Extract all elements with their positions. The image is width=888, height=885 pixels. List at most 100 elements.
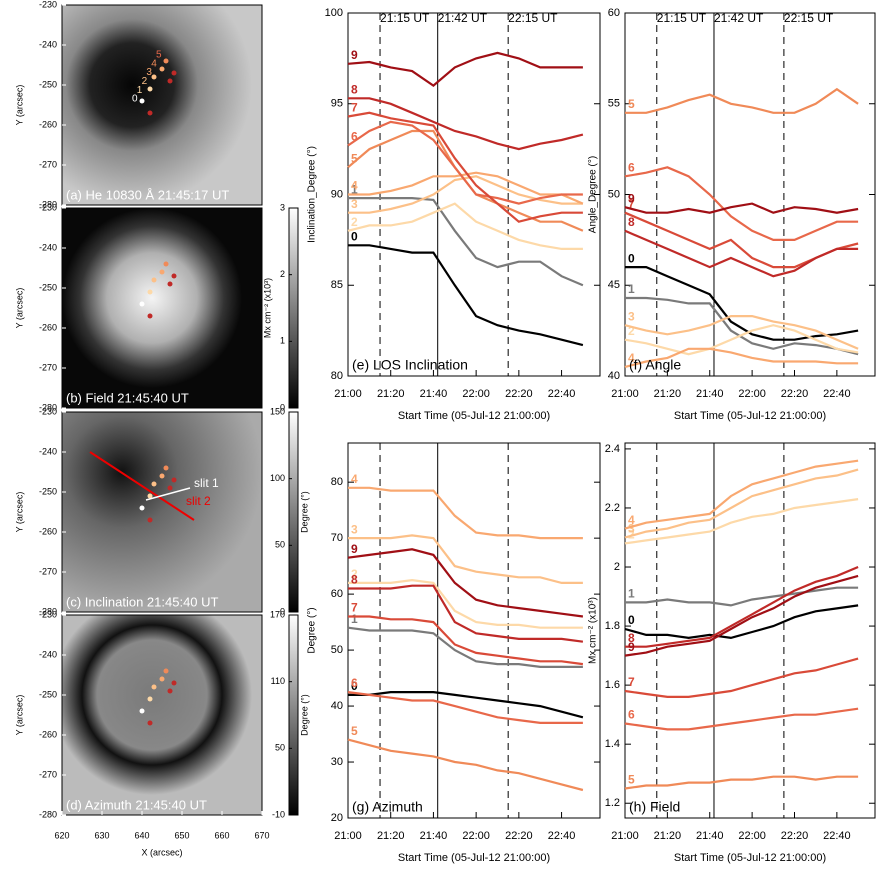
x-tick-label: 22:40 (548, 830, 576, 842)
series-line (347, 202, 583, 250)
series-label: 4 (628, 351, 635, 365)
y-tick-label: 50 (608, 188, 620, 200)
y-tick-label: -280 (39, 606, 57, 616)
y-tick-label: -260 (39, 526, 57, 536)
y-tick-label: 80 (331, 370, 343, 382)
x-tick-label: 22:40 (823, 388, 851, 400)
series-line (347, 111, 583, 223)
x-tick-label: 21:40 (696, 388, 724, 400)
series-line (624, 468, 859, 539)
panel-title: (g) Azimuth (352, 799, 423, 815)
y-tick-label: -240 (39, 649, 57, 659)
y-tick-label: -270 (39, 769, 57, 779)
footpoint (151, 684, 157, 690)
y-tick-label: 40 (608, 370, 620, 382)
series-label: 5 (351, 151, 358, 165)
footpoint (167, 688, 173, 694)
x-tick-label: 22:20 (505, 388, 533, 400)
y-tick-label: 1.2 (605, 797, 620, 809)
series-line (348, 486, 583, 540)
series-line (347, 548, 584, 618)
y-tick-label: -250 (39, 282, 57, 292)
series-label: 3 (351, 197, 358, 211)
y-tick-label: -230 (39, 202, 57, 212)
footpoint (163, 261, 169, 267)
footpoint (167, 78, 173, 84)
footpoint (147, 86, 153, 92)
series-label: 5 (628, 97, 635, 111)
slit-label: slit 1 (194, 476, 219, 490)
footpoint (163, 58, 169, 64)
event-label: 22:15 UT (784, 11, 834, 25)
panel-title: (h) Field (629, 799, 680, 815)
series-label: 0 (351, 679, 358, 693)
panel-label: (d) Azimuth 21:45:40 UT (66, 797, 207, 812)
footpoint (147, 289, 153, 295)
x-tick-label: 22:40 (548, 388, 576, 400)
slit (89, 451, 195, 521)
footpoint (151, 277, 157, 283)
series-line (624, 347, 859, 368)
x-axis-label: X (arcsec) (141, 847, 182, 857)
series-line (348, 584, 584, 643)
series-line (625, 586, 859, 607)
y-tick-label: -270 (39, 362, 57, 372)
marker-label: 2 (142, 76, 148, 87)
series-line (348, 244, 584, 347)
series-line (347, 626, 583, 669)
series-label: 1 (628, 282, 635, 296)
footpoint (147, 110, 153, 116)
y-tick-label: 55 (608, 98, 620, 110)
series-label: 2 (628, 324, 635, 338)
colorbar-tick-label: 150 (270, 406, 285, 416)
y-axis-label: Y (arcsec) (14, 288, 24, 329)
series-label: 6 (351, 676, 358, 690)
y-tick-label: -270 (39, 566, 57, 576)
y-tick-label: -230 (39, 406, 57, 416)
series-line (625, 565, 859, 648)
y-tick-label: 1.4 (605, 738, 620, 750)
x-tick-label: 21:00 (611, 388, 639, 400)
colorbar-tick-label: 100 (270, 473, 285, 483)
y-axis-label: Y (arcsec) (14, 695, 24, 736)
y-tick-label: 2 (614, 561, 620, 573)
y-axis-label: Mx cm⁻² (x10³) (588, 597, 599, 664)
series-label: 2 (351, 215, 358, 229)
y-axis-label: Y (arcsec) (14, 492, 24, 533)
series-line (624, 166, 859, 241)
y-tick-label: -230 (39, 0, 57, 9)
footpoint (147, 313, 153, 319)
y-axis-label: Y (arcsec) (14, 85, 24, 126)
slit-label: slit 2 (186, 494, 211, 508)
y-axis-label: Inclination_Degree (°) (307, 146, 318, 243)
x-tick-label: 620 (54, 830, 69, 840)
series-label: 5 (351, 724, 358, 738)
y-tick-label: 2.2 (605, 502, 620, 514)
y-tick-label: 70 (331, 532, 343, 544)
series-label: 9 (628, 191, 635, 205)
series-label: 4 (351, 472, 358, 486)
series-line (347, 691, 583, 725)
footpoint (163, 668, 169, 674)
series-line (348, 534, 583, 585)
y-tick-label: -240 (39, 446, 57, 456)
x-tick-label: 22:00 (738, 830, 766, 842)
y-tick-label: -280 (39, 809, 57, 819)
footpoint (159, 473, 165, 479)
y-tick-label: 95 (331, 98, 343, 110)
series-line (624, 324, 859, 356)
series-line (348, 615, 584, 666)
colorbar-label: Mx cm⁻² (x10³) (262, 278, 272, 338)
panel-label: (a) He 10830 Å 21:45:17 UT (66, 187, 229, 202)
colorbar (288, 614, 299, 816)
y-tick-label: -260 (39, 119, 57, 129)
y-tick-label: 60 (331, 588, 343, 600)
colorbar-label: Degree (°) (299, 694, 309, 736)
series-line (624, 211, 859, 269)
x-axis-label: Start Time (05-Jul-12 21:00:00) (674, 852, 826, 864)
y-tick-label: 30 (331, 756, 343, 768)
series-label: 8 (351, 573, 358, 587)
y-tick-label: -240 (39, 242, 57, 252)
footpoint (147, 720, 153, 726)
y-tick-label: 2.4 (605, 443, 620, 455)
